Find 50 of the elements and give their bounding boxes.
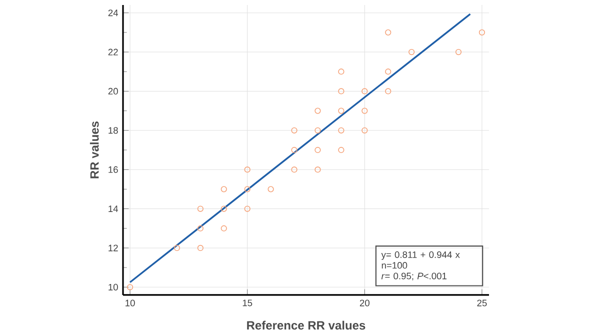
point bbox=[338, 146, 344, 154]
point bbox=[408, 48, 415, 56]
x-axis-title: Reference RR values bbox=[247, 320, 366, 330]
y-tick-label: 20 bbox=[108, 88, 118, 94]
point bbox=[291, 127, 298, 134]
annotation: y= 0.811 + 0.944 x bbox=[381, 251, 460, 260]
y-tick-label: 10 bbox=[108, 284, 118, 290]
point bbox=[126, 284, 134, 290]
point bbox=[314, 146, 321, 154]
y-tick-label: 12 bbox=[108, 244, 118, 252]
point bbox=[385, 88, 392, 94]
y-tick-label: 16 bbox=[108, 166, 118, 173]
point bbox=[244, 166, 250, 173]
y-axis-title: RR values bbox=[90, 121, 99, 178]
point bbox=[385, 68, 392, 75]
annotation: n=100 bbox=[382, 262, 408, 269]
point bbox=[220, 206, 227, 212]
point bbox=[291, 146, 298, 154]
y-tick-label: 22 bbox=[108, 48, 118, 56]
point bbox=[244, 186, 250, 192]
x-tick-label: 15 bbox=[242, 300, 252, 306]
point bbox=[220, 186, 227, 192]
point bbox=[362, 127, 368, 134]
point bbox=[314, 127, 321, 134]
point bbox=[220, 225, 227, 232]
point bbox=[314, 166, 321, 173]
point bbox=[197, 244, 204, 252]
point bbox=[174, 244, 180, 252]
point bbox=[291, 166, 298, 173]
point bbox=[338, 108, 344, 114]
point bbox=[268, 186, 274, 192]
point bbox=[338, 68, 344, 75]
point bbox=[314, 108, 321, 114]
point bbox=[455, 48, 462, 56]
point bbox=[197, 225, 204, 232]
y-tick-label: 18 bbox=[108, 127, 118, 134]
x-tick-label: 25 bbox=[477, 300, 487, 306]
x-tick-label: 20 bbox=[360, 300, 370, 306]
point bbox=[338, 127, 344, 134]
x-tick-label: 10 bbox=[126, 300, 135, 306]
point bbox=[362, 88, 368, 94]
point bbox=[338, 88, 344, 94]
annotation: r= 0.95; P<.001 bbox=[381, 272, 446, 280]
point bbox=[362, 108, 368, 114]
point bbox=[478, 29, 486, 36]
y-tick-label: 14 bbox=[108, 206, 118, 212]
point bbox=[244, 206, 250, 212]
y-tick-label: 24 bbox=[108, 10, 118, 16]
point bbox=[385, 29, 392, 36]
point bbox=[197, 206, 204, 212]
